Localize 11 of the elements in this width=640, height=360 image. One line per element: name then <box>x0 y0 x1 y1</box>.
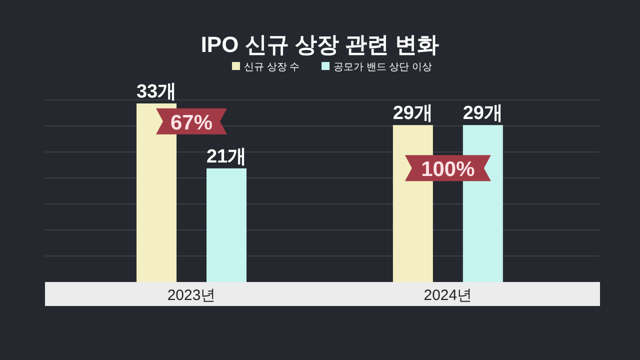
x-tick-label: 2024년 <box>424 287 472 304</box>
legend-label: 공모가 밴드 상단 이상 <box>334 62 432 73</box>
data-label: 29개 <box>392 103 433 124</box>
data-label: 21개 <box>206 146 247 168</box>
data-label: 33개 <box>136 81 177 102</box>
annotation: 100% <box>421 158 476 182</box>
chart-title: IPO 신규 상장 관련 변화 <box>200 32 440 57</box>
legend-label: 신규 상장 수 <box>244 62 300 73</box>
data-label: 29개 <box>462 103 503 124</box>
annotation: 67% <box>170 111 213 134</box>
x-tick-label: 2023년 <box>167 287 216 304</box>
